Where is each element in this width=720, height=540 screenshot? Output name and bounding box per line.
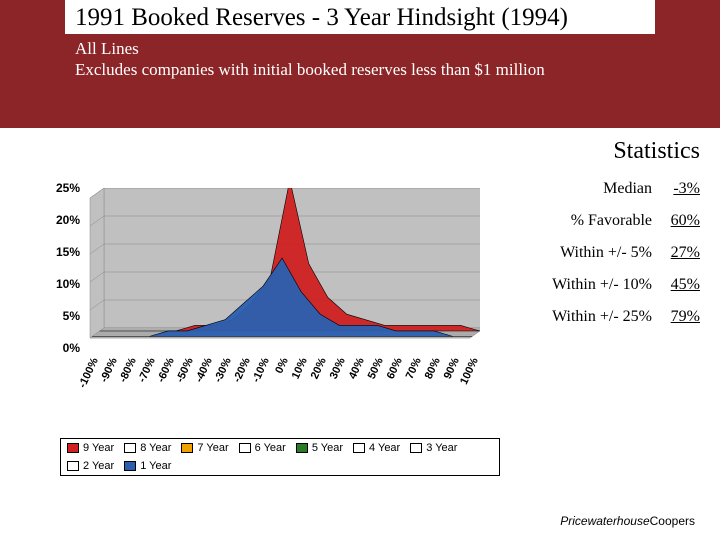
stat-label: Within +/- 5%	[560, 244, 652, 262]
legend-item: 1 Year	[124, 460, 171, 472]
legend-swatch	[124, 443, 136, 453]
legend-swatch	[67, 461, 79, 471]
statistics-panel: Statistics Median -3% % Favorable 60% Within…	[510, 138, 700, 340]
stat-row: Within +/- 10% 45%	[510, 276, 700, 294]
legend-item: 3 Year	[410, 442, 457, 454]
stat-row: Within +/- 5% 27%	[510, 244, 700, 262]
x-tick: -70%	[136, 356, 158, 384]
stat-value: 27%	[662, 244, 700, 262]
legend-item: 5 Year	[296, 442, 343, 454]
y-tick: 25%	[56, 181, 80, 195]
subtitle: All Lines Excludes companies with initia…	[75, 34, 720, 81]
legend-label: 2 Year	[83, 460, 114, 472]
x-tick: 80%	[423, 356, 443, 381]
legend-swatch	[124, 461, 136, 471]
x-tick: 20%	[309, 356, 329, 381]
y-tick: 10%	[56, 277, 80, 291]
y-tick: 5%	[63, 309, 80, 323]
stat-value: -3%	[662, 180, 700, 198]
legend-label: 1 Year	[140, 460, 171, 472]
x-tick: -20%	[231, 356, 253, 384]
brand-part2: Coopers	[650, 514, 695, 528]
legend: 9 Year 8 Year 7 Year 6 Year 5 Year 4 Year 3 Ye…	[60, 438, 500, 476]
x-tick: -10%	[250, 356, 272, 384]
legend-item: 7 Year	[181, 442, 228, 454]
stat-value: 79%	[662, 308, 700, 326]
legend-swatch	[353, 443, 365, 453]
y-tick: 15%	[56, 245, 80, 259]
y-axis: 0%5%10%15%20%25%	[42, 188, 80, 348]
x-tick: 10%	[290, 356, 310, 381]
y-tick: 20%	[56, 213, 80, 227]
stat-label: % Favorable	[571, 212, 652, 230]
legend-swatch	[410, 443, 422, 453]
legend-label: 8 Year	[140, 442, 171, 454]
x-tick: 70%	[404, 356, 424, 381]
title-year: 1991	[75, 4, 125, 31]
title-rest: Booked Reserves - 3 Year Hindsight (1994…	[131, 4, 568, 31]
statistics-heading: Statistics	[510, 138, 700, 166]
subtitle-line2: Excludes companies with initial booked r…	[75, 59, 720, 80]
x-tick: -30%	[212, 356, 234, 384]
x-tick: -50%	[174, 356, 196, 384]
legend-item: 9 Year	[67, 442, 114, 454]
footer-brand: PricewaterhouseCoopers	[560, 514, 695, 528]
page-title: 1991 Booked Reserves - 3 Year Hindsight …	[75, 4, 568, 31]
x-tick: 40%	[347, 356, 367, 381]
brand-part1: Pricewaterhouse	[560, 514, 649, 528]
legend-swatch	[296, 443, 308, 453]
stat-label: Within +/- 10%	[552, 276, 652, 294]
stat-row: Median -3%	[510, 180, 700, 198]
legend-label: 5 Year	[312, 442, 343, 454]
legend-swatch	[239, 443, 251, 453]
legend-item: 6 Year	[239, 442, 286, 454]
y-tick: 0%	[63, 341, 80, 355]
legend-swatch	[181, 443, 193, 453]
stat-row: % Favorable 60%	[510, 212, 700, 230]
stat-row: Within +/- 25% 79%	[510, 308, 700, 326]
legend-label: 4 Year	[369, 442, 400, 454]
subtitle-line1: All Lines	[75, 38, 720, 59]
legend-label: 3 Year	[426, 442, 457, 454]
title-box: 1991 Booked Reserves - 3 Year Hindsight …	[65, 0, 655, 34]
plot-area	[80, 188, 480, 348]
legend-label: 6 Year	[255, 442, 286, 454]
x-tick: -90%	[98, 356, 120, 384]
legend-item: 4 Year	[353, 442, 400, 454]
x-tick: -80%	[117, 356, 139, 384]
main: 0% 5% 10% 15% 20% 25% -100%-90%-80%-70%-60%-5…	[0, 128, 720, 540]
header: 1991 Booked Reserves - 3 Year Hindsight …	[0, 0, 720, 128]
legend-label: 7 Year	[197, 442, 228, 454]
x-tick: -100%	[77, 356, 101, 390]
stat-label: Median	[603, 180, 652, 198]
stat-label: Within +/- 25%	[552, 308, 652, 326]
legend-label: 9 Year	[83, 442, 114, 454]
stat-value: 45%	[662, 276, 700, 294]
legend-swatch	[67, 443, 79, 453]
x-tick: -40%	[193, 356, 215, 384]
x-tick: 0%	[273, 356, 291, 375]
legend-item: 2 Year	[67, 460, 114, 472]
x-tick: 60%	[385, 356, 405, 381]
stat-value: 60%	[662, 212, 700, 230]
x-tick: 50%	[366, 356, 386, 381]
legend-item: 8 Year	[124, 442, 171, 454]
chart: 0%5%10%15%20%25% -100%-90%-80%-70%-60%-5…	[20, 188, 495, 418]
chart-svg	[80, 188, 480, 348]
x-tick: 30%	[328, 356, 348, 381]
x-tick: -60%	[155, 356, 177, 384]
